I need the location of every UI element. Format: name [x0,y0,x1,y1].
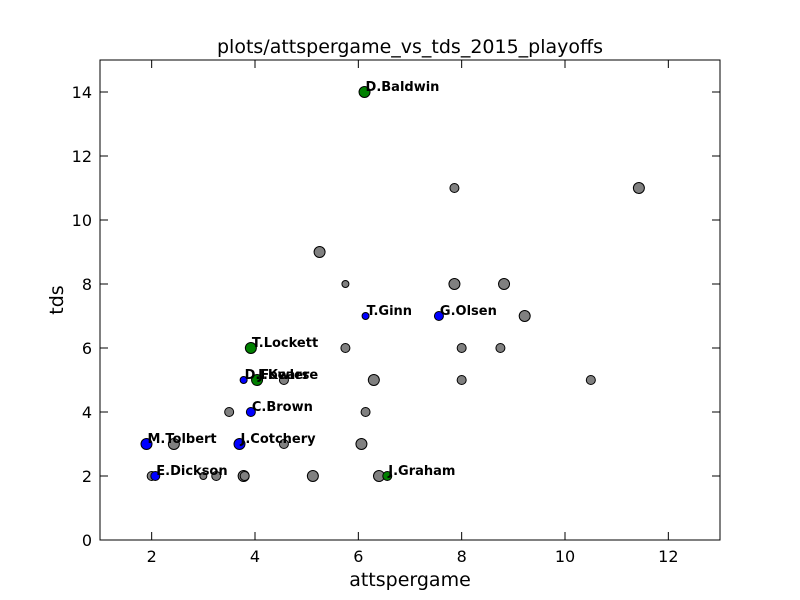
scatter-point-g-olsen [433,311,444,321]
scatter-point [211,471,222,481]
y-axis-ticks: 0 2 4 6 8 10 12 14 [72,83,720,550]
scatter-point [448,278,461,290]
x-tick-label: 6 [353,547,363,566]
scatter-point [341,280,350,288]
scatter-point [278,439,289,449]
scatter-point-j-cotchery [233,438,246,450]
scatter-point [313,246,326,258]
scatter-point [355,438,368,450]
scatter-point [167,438,180,450]
scatter-point-j-kearse [251,374,264,386]
scatter-point-d-baldwin [358,86,371,98]
scatter-point [456,375,467,385]
scatter-point [340,343,351,353]
scatter-point [456,343,467,353]
y-tick-label: 10 [72,211,92,230]
points-layer [140,86,645,482]
scatter-point [632,182,645,194]
scatter-point-t-ginn [361,312,370,320]
scatter-point [360,407,371,417]
scatter-point-t-lockett [244,342,257,354]
point-label: M.Tolbert [148,432,217,447]
y-tick-label: 12 [72,147,92,166]
y-tick-label: 6 [82,339,92,358]
scatter-point-m-tolbert [140,438,153,450]
scatter-point [498,278,511,290]
scatter-point-d-fowler [239,376,248,384]
y-tick-label: 14 [72,83,92,102]
scatter-point [306,470,319,482]
y-tick-label: 8 [82,275,92,294]
scatter-point [199,472,208,480]
scatter-point [239,471,250,481]
point-label: T.Lockett [252,336,318,351]
y-axis-label: tds [46,285,68,314]
scatter-point-c-brown [245,407,256,417]
x-tick-label: 8 [457,547,467,566]
scatter-point [518,310,531,322]
y-tick-label: 2 [82,467,92,486]
point-label: J.Cotchery [240,432,317,447]
y-tick-label: 0 [82,531,92,550]
plot-frame [99,59,721,541]
point-label: J.Graham [387,464,455,479]
x-tick-label: 12 [658,547,678,566]
chart-title: plots/attspergame_vs_tds_2015_playoffs [217,36,603,58]
scatter-point [278,375,289,385]
scatter-point [495,343,506,353]
point-label: C.Brown [252,400,313,415]
x-tick-label: 4 [250,547,260,566]
x-tick-label: 10 [555,547,575,566]
scatter-point [585,375,596,385]
x-tick-label: 2 [147,547,157,566]
point-label: D.Baldwin [366,80,440,95]
scatter-point [367,374,380,386]
point-label: E.Dickson [156,464,227,479]
y-tick-label: 4 [82,403,92,422]
scatter-point [224,407,235,417]
scatter-point [449,183,460,193]
point-label: D.Fowler [245,368,310,383]
point-label: G.Olsen [440,304,497,319]
point-label: T.Ginn [367,304,412,319]
scatter-point-j-graham [382,471,393,481]
x-axis-label: attspergame [349,569,471,591]
scatter-point-e-dickson [150,471,161,481]
x-axis-ticks: 2 4 6 8 10 12 [147,60,679,566]
point-label: J.Kearse [257,368,318,383]
